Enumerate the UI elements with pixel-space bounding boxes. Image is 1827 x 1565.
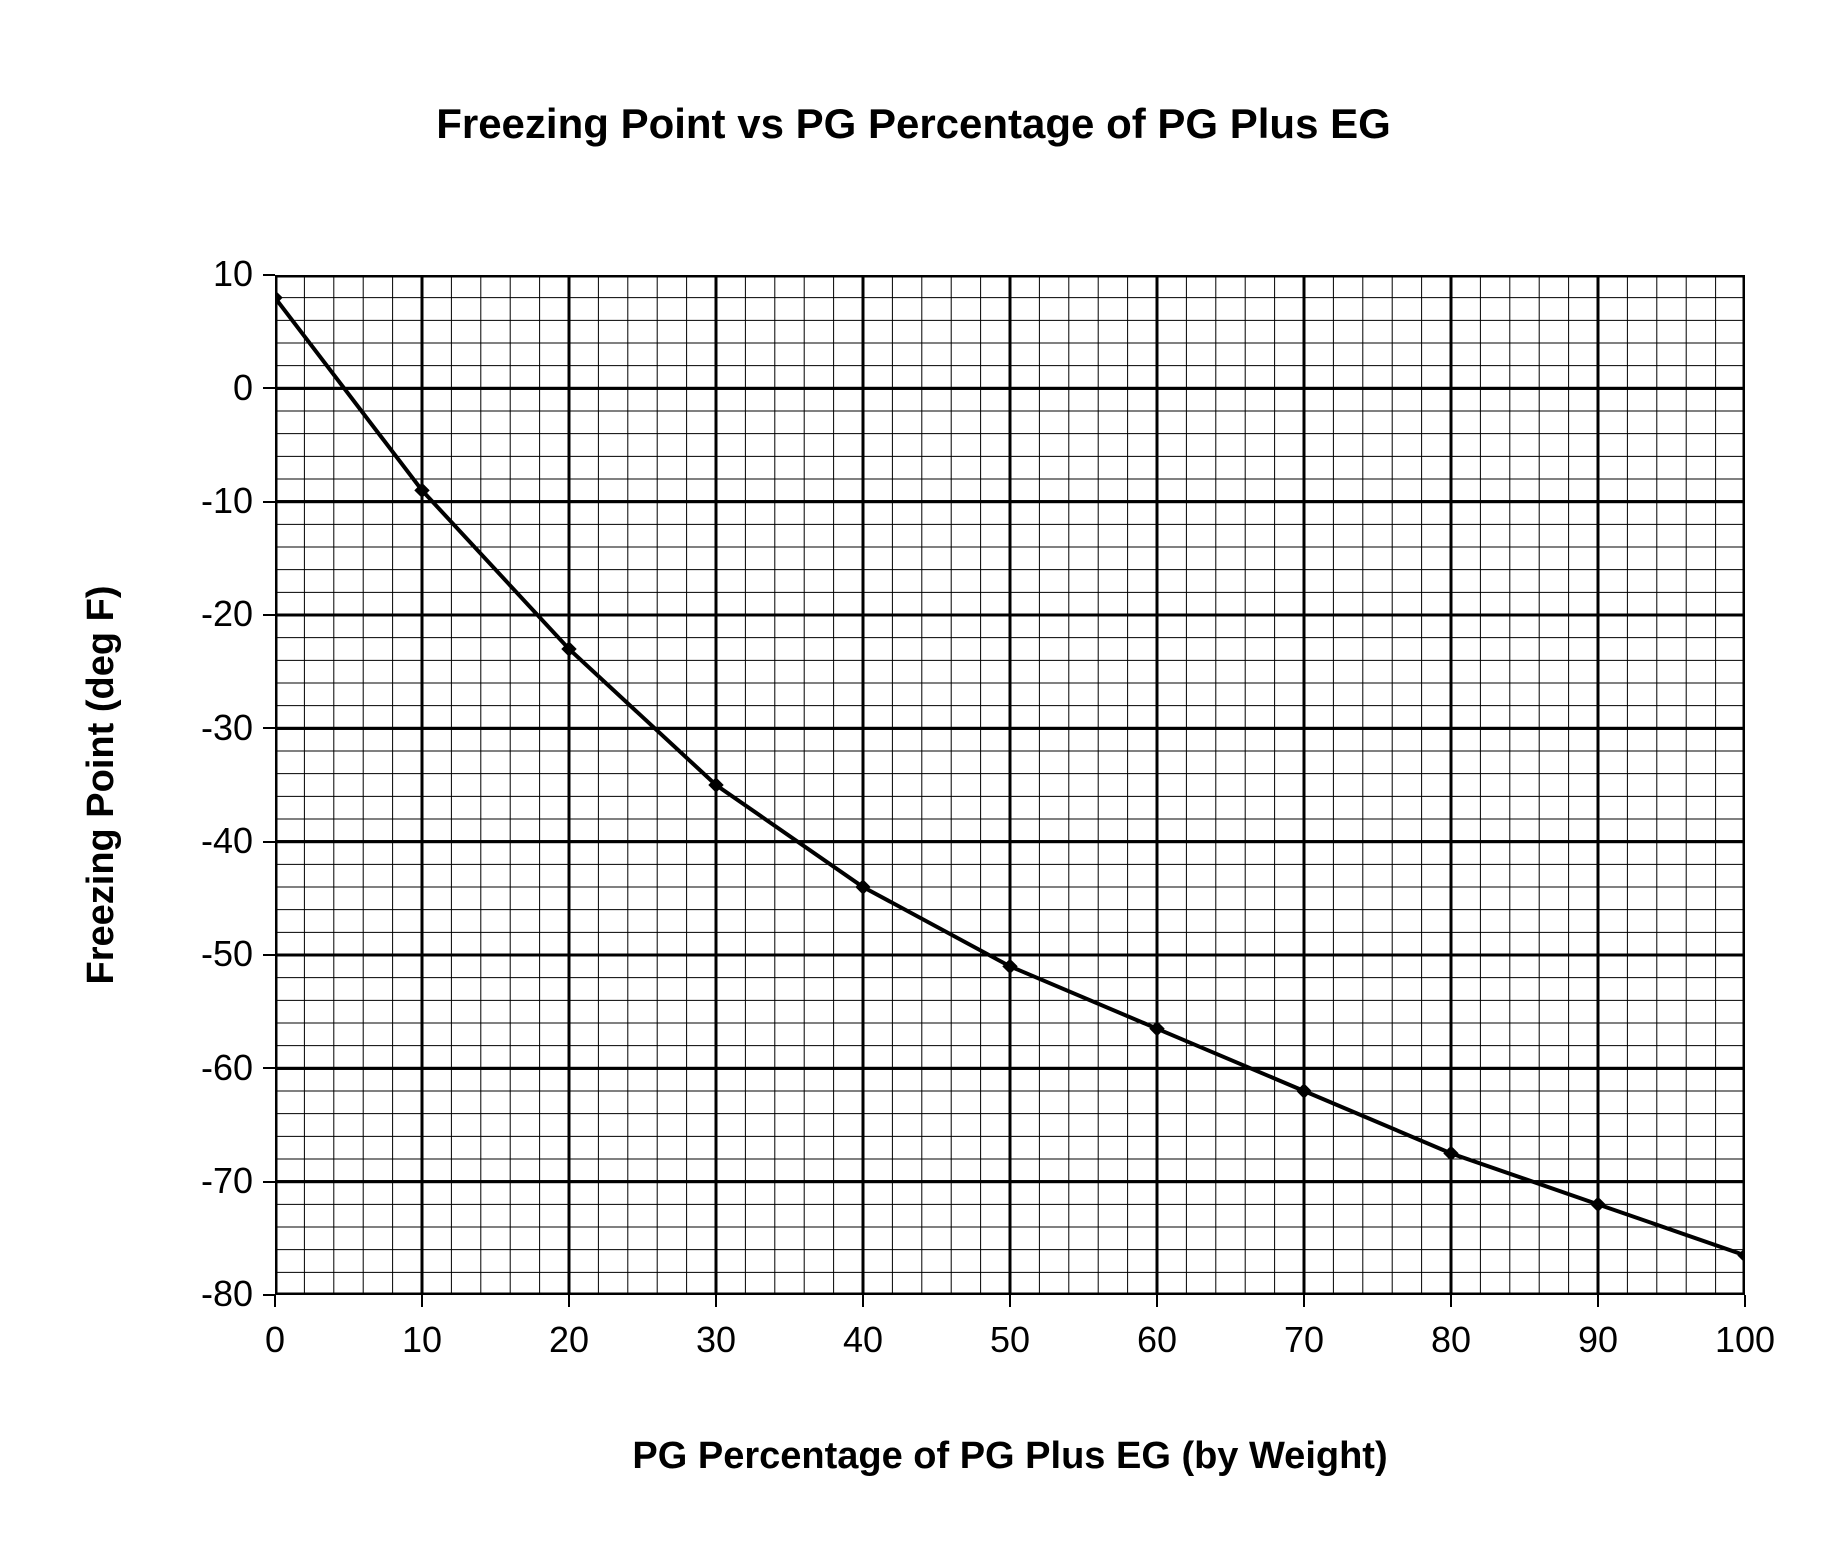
- x-tick-label: 0: [215, 1319, 335, 1361]
- x-tick-label: 30: [656, 1319, 776, 1361]
- y-tick-label: -40: [153, 820, 253, 862]
- y-tick-label: -10: [153, 480, 253, 522]
- x-tick-mark: [1597, 1295, 1599, 1307]
- y-tick-mark: [263, 501, 275, 503]
- x-tick-label: 80: [1391, 1319, 1511, 1361]
- x-tick-label: 90: [1538, 1319, 1658, 1361]
- y-tick-label: -70: [153, 1160, 253, 1202]
- data-marker: [1150, 1022, 1164, 1036]
- data-marker: [1738, 1248, 1745, 1262]
- chart-container: Freezing Point vs PG Percentage of PG Pl…: [0, 0, 1827, 1565]
- x-tick-label: 60: [1097, 1319, 1217, 1361]
- data-marker: [1444, 1146, 1458, 1160]
- data-marker: [1591, 1197, 1605, 1211]
- x-tick-mark: [1156, 1295, 1158, 1307]
- y-tick-mark: [263, 841, 275, 843]
- x-tick-mark: [1303, 1295, 1305, 1307]
- y-tick-label: -50: [153, 933, 253, 975]
- y-tick-label: -60: [153, 1047, 253, 1089]
- x-tick-label: 20: [509, 1319, 629, 1361]
- y-axis-label: Freezing Point (deg F): [80, 275, 123, 1295]
- y-tick-mark: [263, 1181, 275, 1183]
- x-tick-label: 10: [362, 1319, 482, 1361]
- chart-title: Freezing Point vs PG Percentage of PG Pl…: [0, 100, 1827, 148]
- y-tick-mark: [263, 614, 275, 616]
- x-tick-label: 100: [1685, 1319, 1805, 1361]
- y-tick-mark: [263, 387, 275, 389]
- x-tick-mark: [1450, 1295, 1452, 1307]
- x-tick-mark: [862, 1295, 864, 1307]
- x-tick-label: 70: [1244, 1319, 1364, 1361]
- x-tick-mark: [568, 1295, 570, 1307]
- y-tick-label: 0: [153, 367, 253, 409]
- x-tick-mark: [1744, 1295, 1746, 1307]
- y-tick-label: 10: [153, 253, 253, 295]
- y-tick-label: -30: [153, 707, 253, 749]
- y-tick-mark: [263, 1067, 275, 1069]
- x-tick-mark: [715, 1295, 717, 1307]
- y-tick-label: -80: [153, 1273, 253, 1315]
- y-tick-mark: [263, 727, 275, 729]
- y-tick-mark: [263, 274, 275, 276]
- x-tick-label: 50: [950, 1319, 1070, 1361]
- x-tick-mark: [421, 1295, 423, 1307]
- plot-area: [275, 275, 1745, 1295]
- x-tick-mark: [274, 1295, 276, 1307]
- y-tick-label: -20: [153, 593, 253, 635]
- x-axis-label: PG Percentage of PG Plus EG (by Weight): [275, 1435, 1745, 1478]
- x-tick-mark: [1009, 1295, 1011, 1307]
- data-marker: [1297, 1084, 1311, 1098]
- x-tick-label: 40: [803, 1319, 923, 1361]
- y-tick-mark: [263, 954, 275, 956]
